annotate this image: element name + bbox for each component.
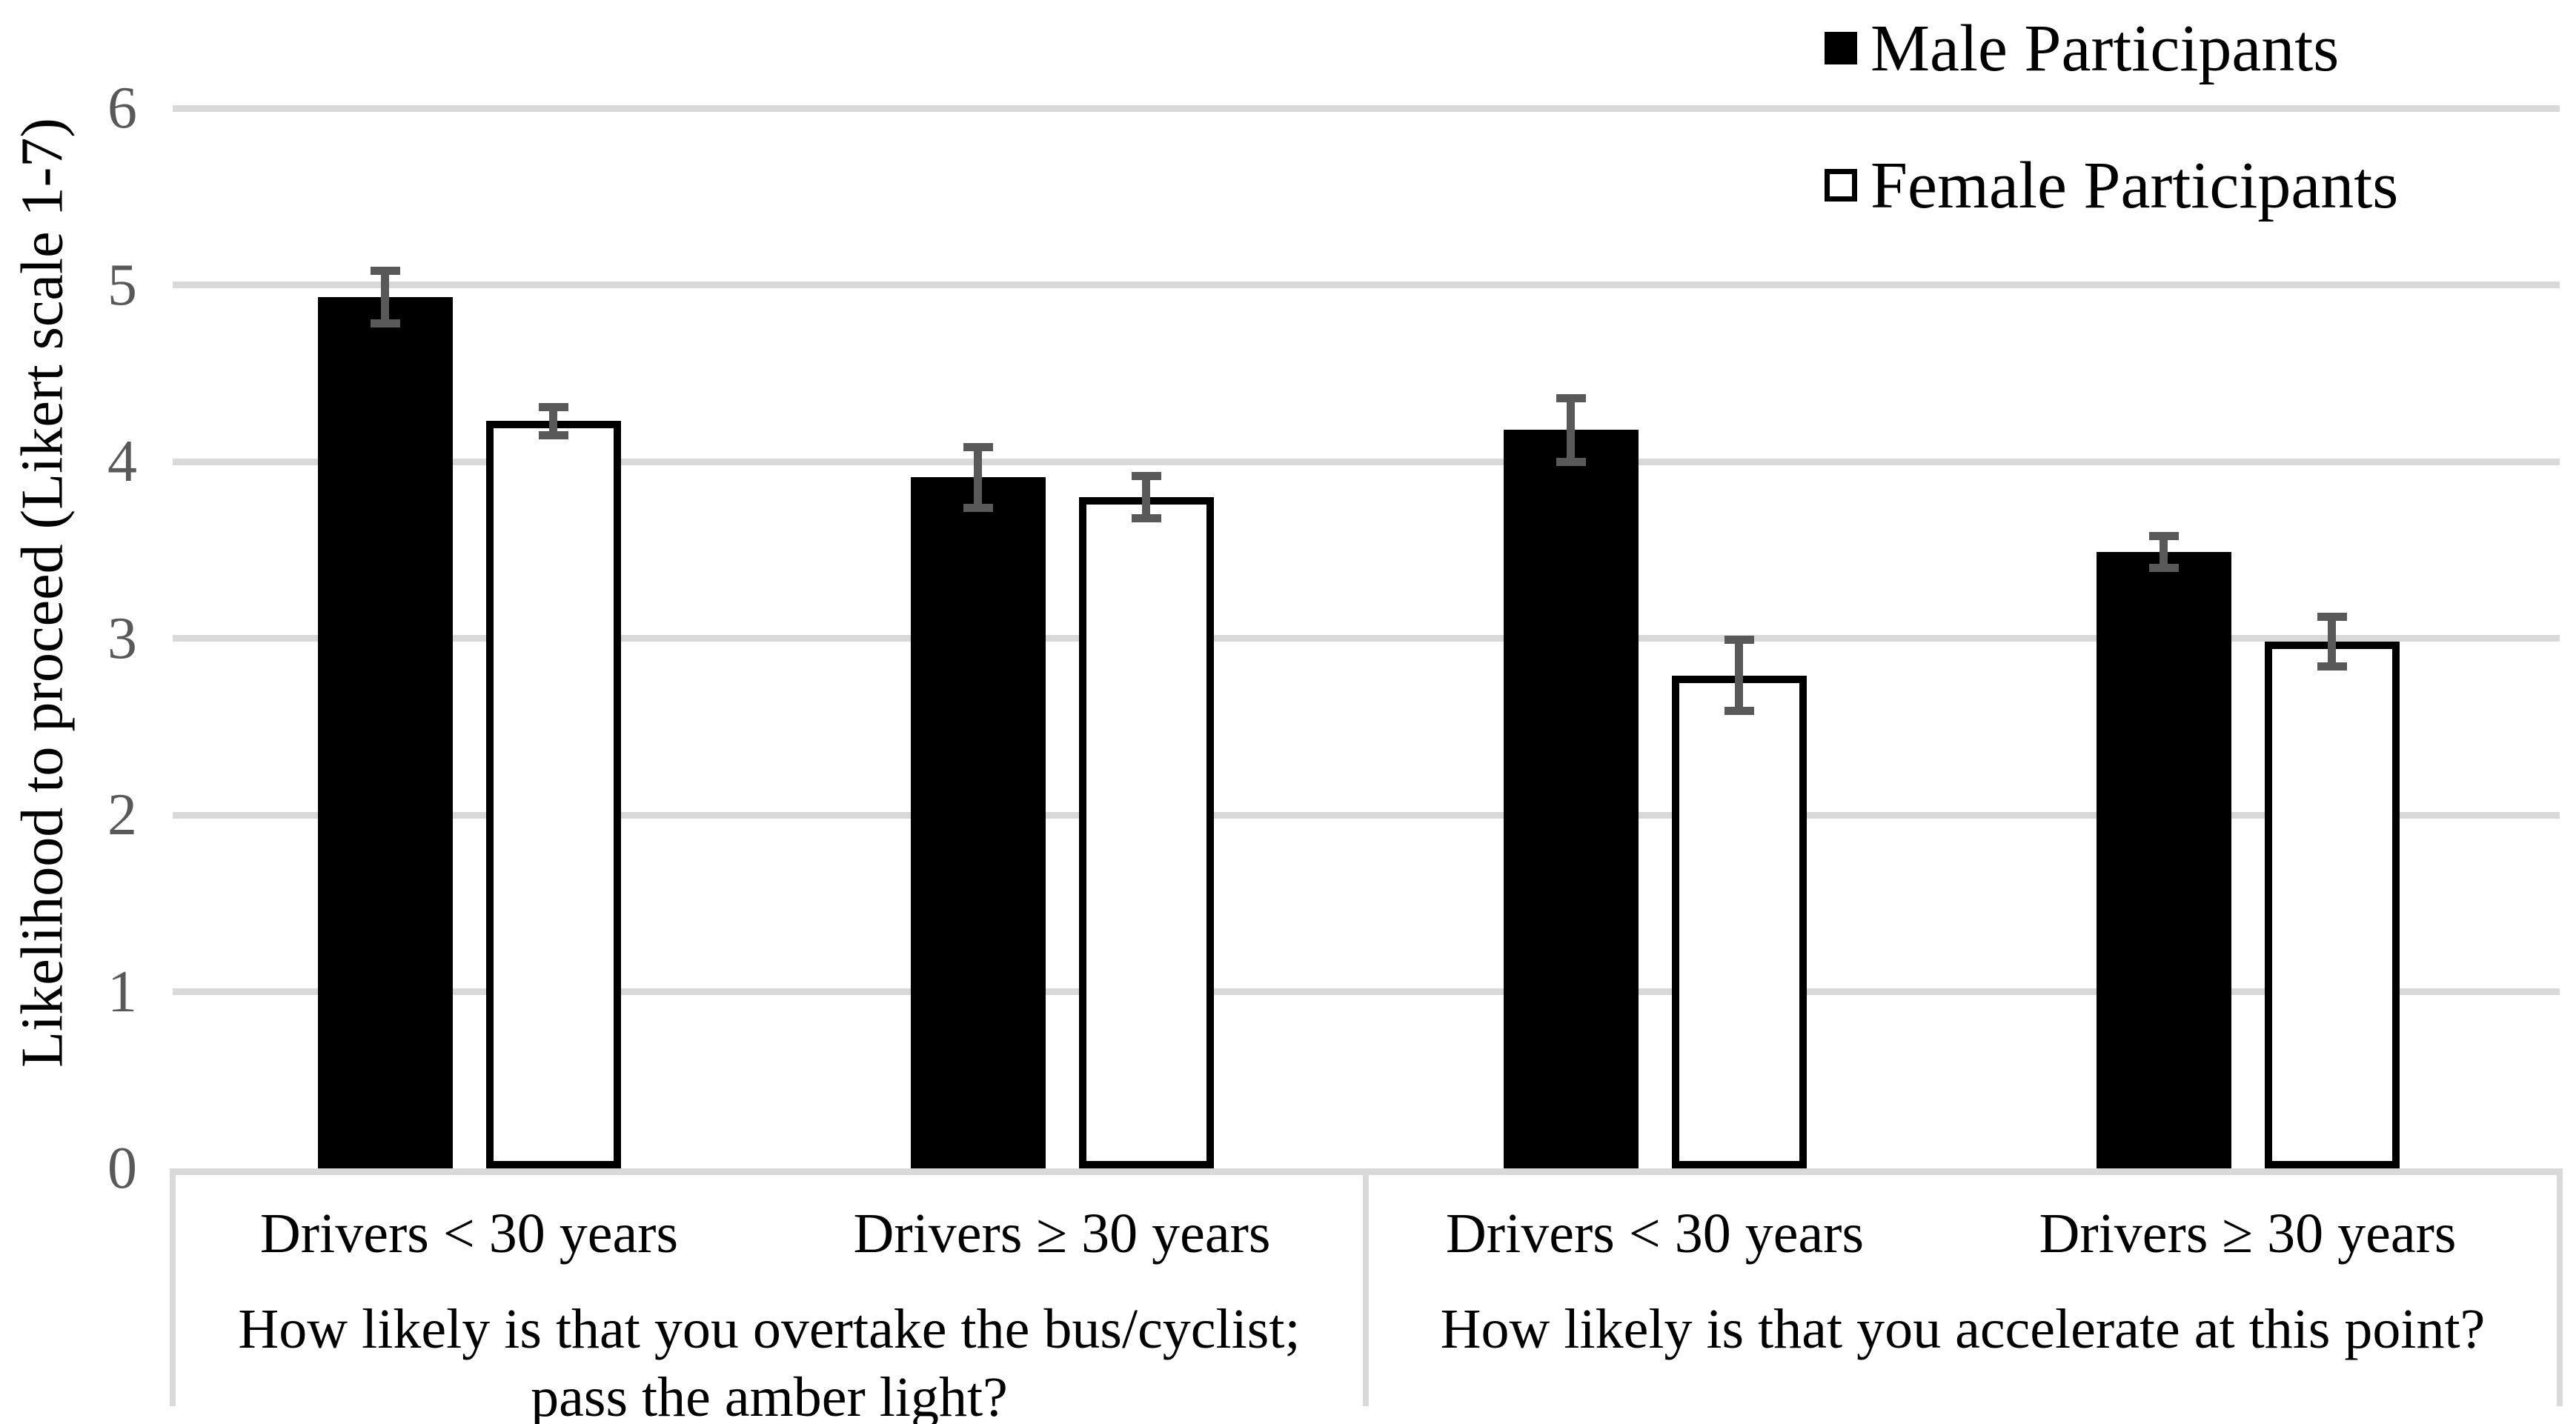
gridline <box>173 811 2560 819</box>
category-label: Drivers < 30 years <box>1445 1202 1865 1265</box>
y-tick-label: 6 <box>107 76 137 141</box>
error-bar-cap <box>2148 563 2179 572</box>
error-bar <box>549 407 557 436</box>
category-label: Drivers < 30 years <box>259 1202 679 1265</box>
bar-female <box>485 421 621 1168</box>
category-label: Drivers ≥ 30 years <box>853 1202 1271 1265</box>
gridline <box>173 104 2560 112</box>
error-bar-cap <box>538 402 568 411</box>
error-bar <box>2160 536 2168 568</box>
bar-male <box>317 297 453 1168</box>
error-bar-cap <box>2317 662 2347 671</box>
error-bar <box>1735 639 1743 711</box>
category-box-border <box>2557 1168 2563 1406</box>
category-box-border <box>170 1168 176 1406</box>
error-bar-cap <box>538 430 568 439</box>
error-bar <box>2328 616 2336 667</box>
gridline <box>173 458 2560 465</box>
error-bar-cap <box>370 319 400 328</box>
error-bar-cap <box>1131 471 1161 480</box>
y-tick-label: 2 <box>107 782 137 848</box>
error-bar-cap <box>1556 393 1586 402</box>
error-bar-cap <box>1556 457 1586 466</box>
y-tick-label: 0 <box>107 1136 137 1201</box>
legend-label: Female Participants <box>1870 148 2399 222</box>
bar-female <box>1671 675 1807 1168</box>
error-bar-cap <box>2317 613 2347 622</box>
error-bar-cap <box>2148 531 2179 540</box>
legend-entry: Male Participants <box>1825 12 2339 85</box>
gridline <box>173 635 2560 642</box>
y-tick-label: 1 <box>107 959 137 1025</box>
y-tick-label: 4 <box>107 429 137 494</box>
bar-female <box>1078 496 1214 1168</box>
category-box-border <box>1363 1168 1369 1406</box>
error-bar-cap <box>1724 636 1754 645</box>
question-label: How likely is that you accelerate at thi… <box>1440 1298 2486 1360</box>
bar-male <box>910 477 1046 1168</box>
legend-swatch-female-icon <box>1825 169 1857 202</box>
legend-label: Male Participants <box>1870 11 2340 85</box>
error-bar <box>974 447 982 508</box>
error-bar-cap <box>963 443 993 452</box>
error-bar-cap <box>963 503 993 512</box>
legend-swatch-male-icon <box>1825 32 1857 64</box>
error-bar <box>381 270 389 324</box>
bar-male <box>2096 551 2231 1168</box>
bar-female <box>2264 642 2400 1168</box>
gridline <box>173 282 2560 288</box>
bar-male <box>1503 430 1639 1168</box>
gridline <box>173 988 2560 995</box>
legend-entry: Female Participants <box>1825 149 2398 222</box>
error-bar <box>1142 476 1150 519</box>
error-bar-cap <box>370 266 400 275</box>
y-tick-label: 3 <box>107 605 137 671</box>
question-label: How likely is that you overtake the bus/… <box>238 1298 1301 1424</box>
error-bar-cap <box>1724 706 1754 715</box>
error-bar <box>1567 398 1575 462</box>
error-bar-cap <box>1131 513 1161 522</box>
y-tick-label: 5 <box>107 252 137 318</box>
category-label: Drivers ≥ 30 years <box>2039 1202 2457 1265</box>
